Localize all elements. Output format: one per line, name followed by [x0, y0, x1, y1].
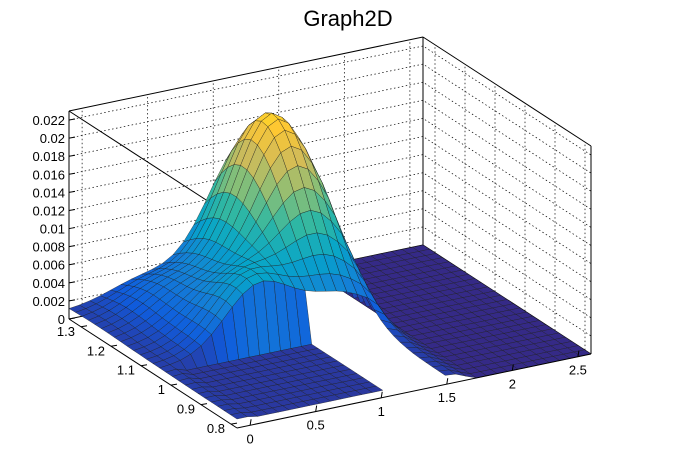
z-tick-label-4: 0.008 — [32, 240, 65, 255]
x-tick-label-2: 1 — [378, 404, 385, 419]
z-grid-line-8 — [68, 99, 592, 210]
x-tick-mark-1 — [315, 405, 318, 412]
x-tick-label-4: 2 — [509, 376, 516, 391]
y-tick-label-3: 1.1 — [117, 363, 135, 378]
x-tick-label-5: 2.5 — [569, 363, 587, 378]
y-tick-mark-5 — [80, 325, 88, 328]
y-axis-ticks: 0.8 0.9 1 1.1 1.2 1.3 — [57, 324, 238, 436]
z-tick-label-0: 0 — [58, 312, 65, 327]
y-tick-label-2: 1 — [158, 382, 165, 397]
z-tick-mark-2 — [68, 281, 76, 284]
surface-mesh — [68, 112, 592, 420]
z-tick-label-3: 0.006 — [32, 258, 65, 273]
z-tick-label-10: 0.02 — [40, 131, 65, 146]
frame-edge-2 — [422, 36, 592, 147]
z-tick-label-7: 0.014 — [32, 185, 65, 200]
z-grid-line-4 — [68, 172, 592, 282]
z-tick-label-2: 0.004 — [32, 276, 65, 291]
x-tick-mark-3 — [446, 378, 449, 385]
chart-title: Graph2D — [303, 6, 392, 31]
z-grid-line-10 — [68, 63, 592, 174]
z-tick-mark-0 — [68, 317, 76, 320]
y-tick-mark-4 — [110, 344, 118, 347]
z-tick-label-9: 0.018 — [32, 149, 65, 164]
surface-cell — [365, 385, 384, 393]
z-tick-mark-4 — [68, 245, 76, 248]
z-tick-mark-11 — [68, 118, 76, 121]
z-tick-label-5: 0.01 — [40, 222, 65, 237]
x-tick-mark-5 — [577, 350, 580, 357]
x-tick-label-3: 1.5 — [438, 390, 456, 405]
z-tick-mark-10 — [68, 136, 76, 139]
x-axis-ticks: 0 0.5 1 1.5 2 2.5 — [246, 350, 587, 446]
x-tick-mark-0 — [249, 419, 252, 426]
y-tick-label-1: 0.9 — [177, 402, 195, 417]
frame-edge-1 — [68, 36, 424, 112]
z-grid-line-5 — [68, 154, 592, 264]
y-tick-mark-0 — [230, 422, 238, 425]
z-tick-mark-7 — [68, 190, 76, 193]
z-tick-mark-5 — [68, 227, 76, 230]
y-tick-label-5: 1.3 — [57, 324, 75, 339]
z-tick-label-6: 0.012 — [32, 203, 65, 218]
frame-front-edge-1 — [236, 353, 592, 429]
x-tick-label-1: 0.5 — [307, 418, 325, 433]
x-tick-mark-4 — [511, 364, 514, 371]
y-tick-mark-3 — [140, 364, 148, 367]
z-tick-mark-6 — [68, 208, 76, 211]
axes-frame-front — [68, 318, 592, 429]
z-axis-ticks: 0 0.002 0.004 0.006 0.008 0.01 0.012 0.014 0.016… — [32, 113, 76, 327]
z-grid-line-11 — [68, 45, 592, 156]
z-grid-line-9 — [68, 81, 592, 192]
z-grid-line-6 — [68, 136, 592, 246]
y-tick-label-0: 0.8 — [207, 421, 225, 436]
frame-front-edge-0 — [68, 318, 238, 429]
z-tick-label-8: 0.016 — [32, 167, 65, 182]
z-grid-line-7 — [68, 118, 592, 228]
z-tick-mark-8 — [68, 172, 76, 175]
y-tick-mark-1 — [200, 403, 208, 406]
z-tick-label-11: 0.022 — [32, 113, 65, 128]
z-tick-mark-9 — [68, 154, 76, 157]
x-tick-mark-2 — [380, 391, 383, 398]
z-tick-mark-1 — [68, 299, 76, 302]
z-tick-mark-3 — [68, 263, 76, 266]
x-tick-label-0: 0 — [246, 431, 253, 446]
y-tick-label-4: 1.2 — [87, 343, 105, 358]
z-tick-label-1: 0.002 — [32, 294, 65, 309]
y-tick-mark-2 — [170, 383, 178, 386]
